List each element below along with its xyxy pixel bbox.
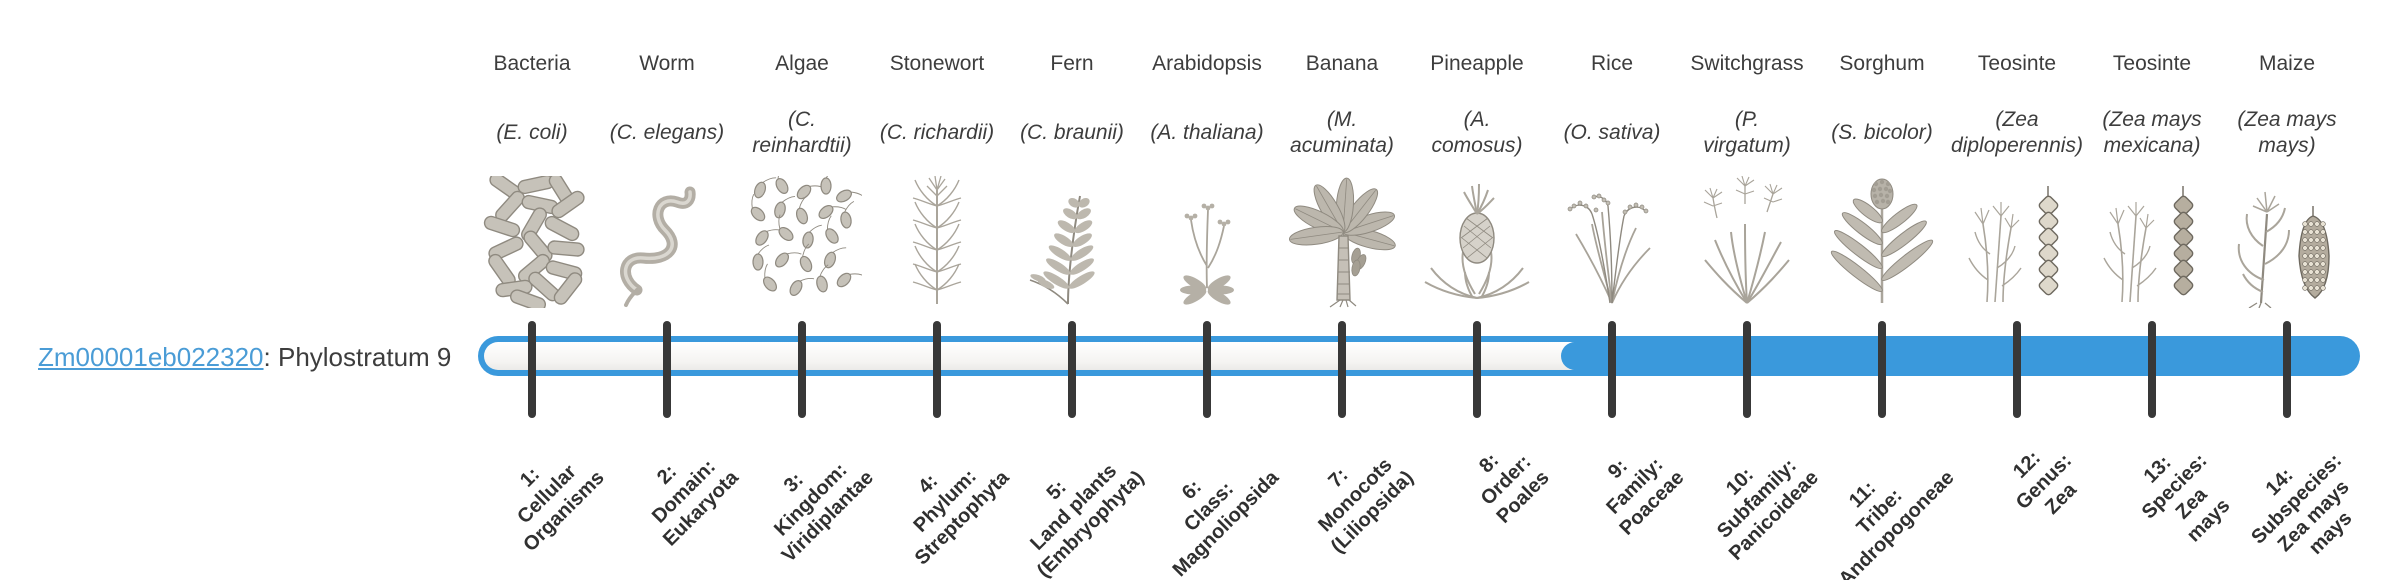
gene-phylostratum-text: : Phylostratum 9 (263, 342, 452, 372)
phylostratum-bar-track (484, 342, 1585, 370)
stratum-tick-12 (2013, 321, 2021, 418)
stratum-rank-label: 11: Tribe: Andropogoneae (1834, 466, 1959, 580)
stratum-tick-1 (528, 321, 536, 418)
stratum-tick-11 (1878, 321, 1886, 418)
teosinte-icon (1957, 176, 2077, 308)
teosinte-dark-icon (2092, 176, 2212, 308)
organism-name: Banana (1305, 52, 1379, 75)
organism-name: Rice (1590, 52, 1633, 75)
stratum-tick-7 (1338, 321, 1346, 418)
organism-name: Pineapple (1430, 52, 1524, 75)
worm-icon (607, 176, 727, 308)
organism-name: Algae (775, 52, 829, 75)
organism-name: Teosinte (2112, 52, 2192, 75)
organism-name: Sorghum (1839, 52, 1925, 75)
organism-species: (Zea mays mexicana) (2102, 108, 2202, 157)
organism-species: (S. bicolor) (1831, 121, 1933, 144)
stratum-rank-label: 7: Monocots (Liliopsida) (1314, 454, 1419, 558)
organism-species: (Zea mays mays) (2237, 108, 2337, 157)
organism-name: Arabidopsis (1152, 52, 1262, 75)
arabidopsis-icon (1147, 176, 1267, 308)
algae-icon (742, 176, 862, 308)
organism-species: (C. elegans) (609, 121, 725, 144)
stratum-rank-label: 6: Class: Magnoliopsida (1168, 466, 1284, 580)
stratum-tick-14 (2283, 321, 2291, 418)
organism-species: (A. thaliana) (1150, 121, 1264, 144)
stratum-rank-label: 3: Kingdom: Viridiplantae (770, 459, 879, 567)
organism-species: (M. acuminata) (1290, 108, 1394, 157)
organism-species: (Zea diploperennis) (1951, 108, 2083, 157)
organism-name: Stonewort (889, 52, 985, 75)
stratum-rank-label: 13: Species: Zea mays (2137, 449, 2235, 547)
pineapple-icon (1417, 176, 1537, 308)
bacteria-icon (472, 176, 592, 308)
phylostratum-bar-fill (1561, 342, 2354, 370)
maize-icon (2227, 176, 2347, 308)
stratum-tick-2 (663, 321, 671, 418)
stratum-tick-5 (1068, 321, 1076, 418)
organism-name: Bacteria (493, 52, 571, 75)
organism-species: (C. richardii) (879, 121, 995, 144)
fern-icon (1012, 176, 1132, 308)
gene-label: Zm00001eb022320: Phylostratum 9 (38, 342, 451, 372)
stratum-rank-label: 10: Subfamily: Panicoideae (1713, 454, 1824, 565)
stonewort-icon (877, 176, 997, 308)
stratum-tick-13 (2148, 321, 2156, 418)
organism-name: Teosinte (1977, 52, 2057, 75)
stratum-rank-label: 14: Subspecies: Zea mays mays (2247, 449, 2357, 559)
organism-species: (A. comosus) (1431, 108, 1523, 157)
stratum-rank-label: 2: Domain: Eukaryota (648, 455, 744, 551)
stratum-tick-3 (798, 321, 806, 418)
stratum-rank-label: 4: Phylum: Streptophyta (909, 465, 1014, 570)
organism-species: (C. braunii) (1020, 121, 1124, 144)
stratum-rank-label: 5: Land plants (Embryophyta) (1026, 459, 1149, 580)
stratum-tick-6 (1203, 321, 1211, 418)
organism-name: Fern (1050, 52, 1094, 75)
organism-name: Switchgrass (1690, 52, 1804, 75)
phylostratum-bar (478, 336, 2360, 376)
sorghum-icon (1822, 176, 1942, 308)
gene-id-link[interactable]: Zm00001eb022320 (38, 342, 264, 372)
banana-icon (1282, 176, 1402, 308)
organism-species: (P. virgatum) (1703, 108, 1791, 157)
organism-species: (O. sativa) (1563, 121, 1661, 144)
stratum-rank-label: 8: Order: Poales (1474, 449, 1554, 528)
organism-name: Maize (2258, 52, 2316, 75)
stratum-tick-9 (1608, 321, 1616, 418)
stratum-tick-10 (1743, 321, 1751, 418)
rice-icon (1552, 176, 1672, 308)
stratum-rank-label: 12: Genus: Zea (2009, 446, 2082, 519)
stratum-rank-label: 9: Family: Poaceae (1602, 453, 1689, 540)
stratum-tick-4 (933, 321, 941, 418)
organism-species: (E. coli) (496, 121, 568, 144)
stratum-tick-8 (1473, 321, 1481, 418)
organism-species: (C. reinhardtii) (752, 108, 852, 157)
organism-name: Worm (639, 52, 695, 75)
switchgrass-icon (1687, 176, 1807, 308)
stratum-rank-label: 1: Cellular Organisms (512, 460, 609, 557)
